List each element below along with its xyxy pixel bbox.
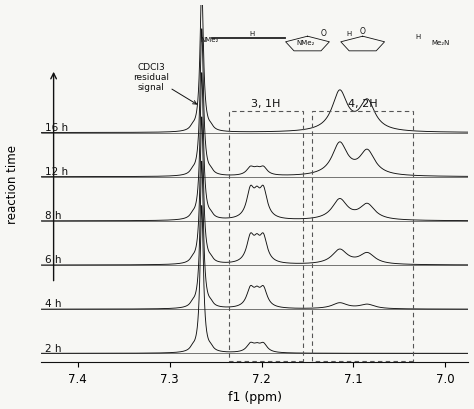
Text: 4, 2H: 4, 2H <box>348 98 377 108</box>
Bar <box>312 111 413 361</box>
Text: H: H <box>415 34 420 40</box>
Text: 4 h: 4 h <box>46 299 62 309</box>
Text: 3, 1H: 3, 1H <box>251 98 281 108</box>
Text: 2 h: 2 h <box>46 343 62 353</box>
Text: H: H <box>250 31 255 37</box>
Bar <box>229 111 303 361</box>
Text: 12 h: 12 h <box>46 166 69 177</box>
Text: CDCl3
residual
signal: CDCl3 residual signal <box>133 63 197 105</box>
Text: 8 h: 8 h <box>46 211 62 220</box>
Text: O: O <box>360 27 365 36</box>
Text: H: H <box>346 31 352 37</box>
X-axis label: f1 (ppm): f1 (ppm) <box>228 391 282 403</box>
Text: 16 h: 16 h <box>46 123 69 133</box>
Text: Me₂N: Me₂N <box>432 40 450 46</box>
Text: NMe₂: NMe₂ <box>296 40 315 46</box>
Text: O
|
/\ H
  =
    NMe₂: O | /\ H = NMe₂ <box>254 57 278 86</box>
Y-axis label: reaction time: reaction time <box>6 144 18 223</box>
Text: O: O <box>320 29 326 38</box>
Text: 6 h: 6 h <box>46 255 62 265</box>
Text: NMe₂: NMe₂ <box>200 37 218 43</box>
